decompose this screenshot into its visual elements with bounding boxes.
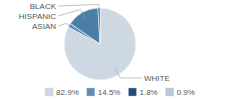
- legend-swatch: [87, 88, 95, 96]
- slice-label: ASIAN: [32, 22, 56, 31]
- legend-label: 82.9%: [56, 88, 79, 97]
- pie-slice: [64, 8, 136, 80]
- legend-label: 14.5%: [98, 88, 121, 97]
- legend-item: 1.8%: [128, 88, 157, 97]
- pie-slice: [70, 8, 100, 44]
- legend: 82.9% 14.5% 1.8% 0.9%: [45, 88, 195, 97]
- labels: WHITE ASIANHISPANICBLACK: [19, 2, 170, 83]
- chart: WHITE ASIANHISPANICBLACK 82.9% 14.5% 1.8% 0.9…: [0, 0, 240, 100]
- pie: [64, 8, 136, 80]
- slice-label: BLACK: [30, 2, 57, 11]
- leader-line: [58, 9, 86, 18]
- slice-label: HISPANIC: [19, 12, 56, 21]
- legend-label: 0.9%: [177, 88, 195, 97]
- slice-label: WHITE: [144, 74, 170, 83]
- leader-line: [115, 69, 142, 78]
- legend-label: 1.8%: [139, 88, 157, 97]
- legend-swatch: [128, 88, 136, 96]
- legend-item: 14.5%: [87, 88, 121, 97]
- legend-swatch: [166, 88, 174, 96]
- legend-swatch: [45, 88, 53, 96]
- leader-line: [58, 4, 99, 15]
- legend-item: 82.9%: [45, 88, 79, 97]
- leader-line: [58, 23, 75, 29]
- legend-item: 0.9%: [166, 88, 195, 97]
